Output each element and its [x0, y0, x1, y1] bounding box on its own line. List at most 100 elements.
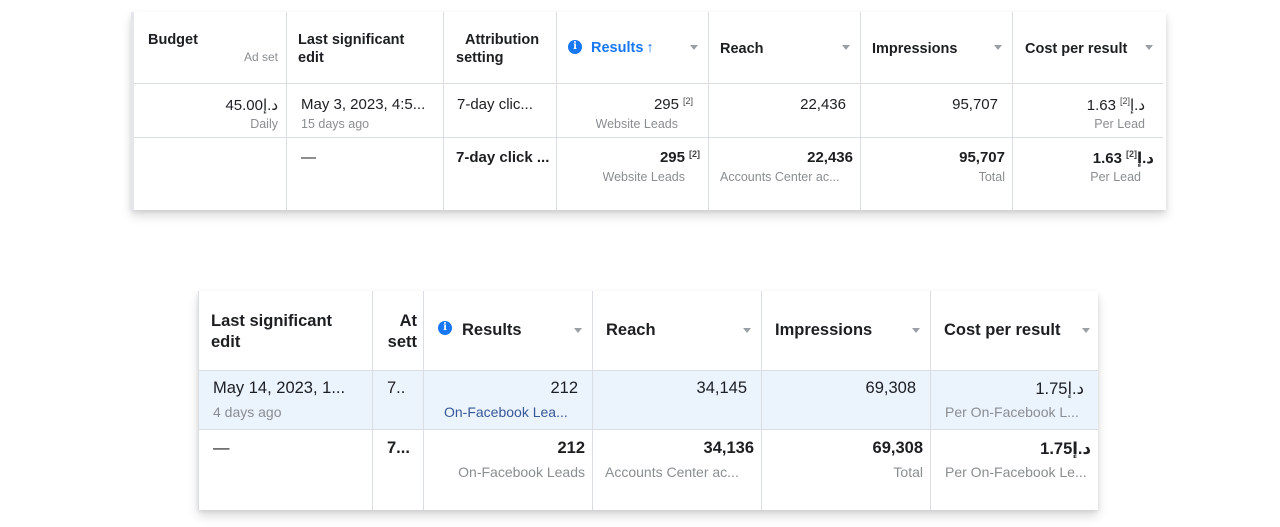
- total-last-edit: —: [287, 138, 443, 210]
- column-cost-per-result: Cost per result 1.63د.إ[2] Per Lead 1.63…: [1013, 12, 1163, 210]
- chevron-down-icon[interactable]: [1145, 45, 1153, 50]
- last-edit-sub: 15 days ago: [301, 117, 370, 131]
- cell-attribution[interactable]: 7-day clic...: [444, 84, 556, 138]
- column-cost-per-result-2: Cost per result 1.75د.إ Per On-Facebook …: [931, 291, 1098, 510]
- header-budget[interactable]: Budget Ad set: [134, 12, 286, 84]
- total-cost-2-sub: Per On-Facebook Le...: [945, 464, 1087, 480]
- cell-last-edit-2[interactable]: May 14, 2023, 1... 4 days ago: [199, 371, 372, 430]
- total-results-2: 212 On-Facebook Leads: [424, 430, 592, 510]
- chevron-down-icon[interactable]: [743, 328, 751, 333]
- cell-reach-2[interactable]: 34,145: [593, 371, 761, 430]
- chevron-down-icon[interactable]: [574, 328, 582, 333]
- total-reach-2-sub: Accounts Center ac...: [605, 464, 739, 480]
- header-impressions[interactable]: Impressions: [861, 12, 1012, 84]
- total-reach-sub: Accounts Center ac...: [720, 170, 840, 184]
- header-cost-per-result[interactable]: Cost per result: [1013, 12, 1163, 84]
- header-impressions-title: Impressions: [872, 41, 958, 57]
- attribution-value: 7-day clic...: [457, 96, 533, 113]
- header-attribution[interactable]: Attribution setting: [444, 12, 556, 84]
- reach-value: 22,436: [800, 96, 846, 113]
- results-footnote[interactable]: [2]: [682, 96, 693, 106]
- chevron-down-icon[interactable]: [994, 45, 1002, 50]
- column-last-edit-2: Last significant edit May 14, 2023, 1...…: [199, 291, 373, 510]
- cost-value[interactable]: 1.63د.إ: [1086, 97, 1145, 114]
- header-results-2-title: Results: [462, 321, 522, 339]
- chevron-down-icon[interactable]: [912, 328, 920, 333]
- header-results-title: Results: [591, 40, 644, 56]
- results-2-value: 212: [550, 379, 578, 397]
- cost-2-value: 1.75د.إ: [1035, 380, 1084, 398]
- total-cost-per-result-2: 1.75د.إ Per On-Facebook Le...: [931, 430, 1098, 510]
- cell-cost-per-result[interactable]: 1.63د.إ[2] Per Lead: [1013, 84, 1163, 138]
- results-2-sub[interactable]: On-Facebook Lea...: [444, 404, 568, 420]
- total-impressions-2-value: 69,308: [872, 439, 923, 457]
- info-icon[interactable]: i: [568, 40, 582, 54]
- sort-arrow-up-icon: ↑: [646, 40, 654, 56]
- header-last-edit-2-line2: edit: [211, 332, 241, 351]
- total-cost-footnote[interactable]: [2]: [1125, 149, 1137, 159]
- header-results-2[interactable]: i Results: [424, 291, 592, 371]
- reach-2-value: 34,145: [696, 379, 747, 397]
- cell-budget[interactable]: 45.00د.إ Daily: [134, 84, 286, 138]
- column-attribution-2: At sett 7.. 7...: [373, 291, 424, 510]
- total-results-2-sub: On-Facebook Leads: [458, 464, 585, 480]
- total-attribution-value: 7-day click ...: [456, 149, 550, 166]
- total-last-edit-value: —: [301, 149, 316, 166]
- total-cost-value[interactable]: 1.63د.إ: [1092, 150, 1154, 167]
- chevron-down-icon[interactable]: [842, 45, 850, 50]
- header-budget-sub: Ad set: [243, 50, 278, 64]
- cell-cost-per-result-2[interactable]: 1.75د.إ Per On-Facebook L...: [931, 371, 1098, 430]
- total-cost-2-value: 1.75د.إ: [1040, 440, 1091, 458]
- chevron-down-icon[interactable]: [1082, 328, 1090, 333]
- cell-results[interactable]: 295 [2] Website Leads: [557, 84, 708, 138]
- total-impressions-2: 69,308 Total: [762, 430, 930, 510]
- chevron-down-icon[interactable]: [690, 45, 698, 50]
- cell-results-2[interactable]: 212 On-Facebook Lea...: [424, 371, 592, 430]
- cell-last-edit[interactable]: May 3, 2023, 4:5... 15 days ago: [287, 84, 443, 138]
- last-edit-2-sub: 4 days ago: [213, 404, 282, 420]
- total-impressions-2-sub: Total: [893, 464, 923, 480]
- total-results-sub: Website Leads: [602, 170, 685, 184]
- header-reach[interactable]: Reach: [709, 12, 860, 84]
- last-edit-value: May 3, 2023, 4:5...: [301, 96, 426, 113]
- info-icon[interactable]: i: [438, 321, 452, 335]
- results-value[interactable]: 295: [653, 96, 679, 113]
- total-attribution: 7-day click ...: [444, 138, 556, 210]
- header-attribution-line2: setting: [456, 50, 504, 67]
- total-results-footnote[interactable]: [2]: [689, 149, 700, 159]
- header-results[interactable]: i Results ↑: [557, 12, 708, 84]
- header-reach-title: Reach: [720, 41, 764, 57]
- header-cost-per-result-2[interactable]: Cost per result: [931, 291, 1098, 371]
- cost-2-sub: Per On-Facebook L...: [945, 404, 1079, 420]
- header-reach-2-title: Reach: [606, 321, 656, 339]
- header-cost-2-title: Cost per result: [944, 321, 1061, 339]
- total-impressions-value: 95,707: [959, 149, 1005, 166]
- total-reach-2-value: 34,136: [703, 439, 754, 457]
- cell-impressions-2[interactable]: 69,308: [762, 371, 930, 430]
- total-last-edit-2-value: —: [213, 439, 230, 457]
- total-results-2-value: 212: [557, 439, 585, 457]
- column-attribution: Attribution setting 7-day clic... 7-day …: [444, 12, 557, 210]
- header-attribution-2[interactable]: At sett: [373, 291, 423, 371]
- cell-impressions[interactable]: 95,707: [861, 84, 1012, 138]
- results-sub: Website Leads: [595, 117, 678, 131]
- header-budget-title: Budget: [148, 32, 198, 48]
- header-last-edit-line1: Last significant: [298, 32, 405, 48]
- ads-table-bottom: Last significant edit May 14, 2023, 1...…: [198, 291, 1098, 510]
- header-last-edit-2[interactable]: Last significant edit: [199, 291, 372, 371]
- cost-footnote[interactable]: [2]: [1119, 96, 1130, 106]
- total-reach-2: 34,136 Accounts Center ac...: [593, 430, 761, 510]
- cell-reach[interactable]: 22,436: [709, 84, 860, 138]
- header-last-edit[interactable]: Last significant edit: [287, 12, 443, 84]
- total-cost-sub: Per Lead: [1090, 170, 1141, 184]
- impressions-2-value: 69,308: [865, 379, 916, 397]
- header-reach-2[interactable]: Reach: [593, 291, 761, 371]
- header-attribution-2-line2: sett: [387, 332, 417, 351]
- total-attribution-2-value: 7...: [387, 439, 410, 457]
- total-reach: 22,436 Accounts Center ac...: [709, 138, 860, 210]
- cell-attribution-2[interactable]: 7..: [373, 371, 423, 430]
- total-results-value: 295: [659, 149, 685, 166]
- column-reach-2: Reach 34,145 34,136 Accounts Center ac..…: [593, 291, 762, 510]
- header-impressions-2[interactable]: Impressions: [762, 291, 930, 371]
- header-last-edit-line2: edit: [298, 50, 324, 67]
